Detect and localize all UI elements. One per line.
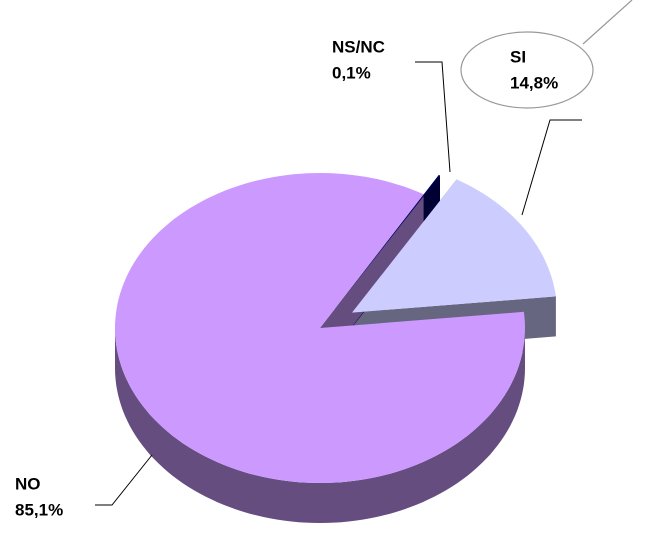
label-bubble [460, 31, 594, 109]
category-label: SI [510, 47, 526, 66]
value-label: 85,1% [15, 500, 63, 519]
category-label: NO [15, 474, 41, 493]
pie-slice [115, 173, 525, 483]
category-label: NS/NC [332, 37, 385, 56]
slice-wall [115, 328, 525, 523]
slice-edge [320, 194, 424, 368]
value-label: 14,8% [510, 73, 558, 92]
leader-line [521, 119, 582, 216]
bubble-pointer [582, 0, 633, 45]
pie-slice [335, 174, 440, 309]
leader-line [415, 61, 451, 173]
leader-line [95, 454, 153, 506]
value-label: 0,1% [332, 63, 371, 82]
pie-slice [352, 179, 556, 313]
